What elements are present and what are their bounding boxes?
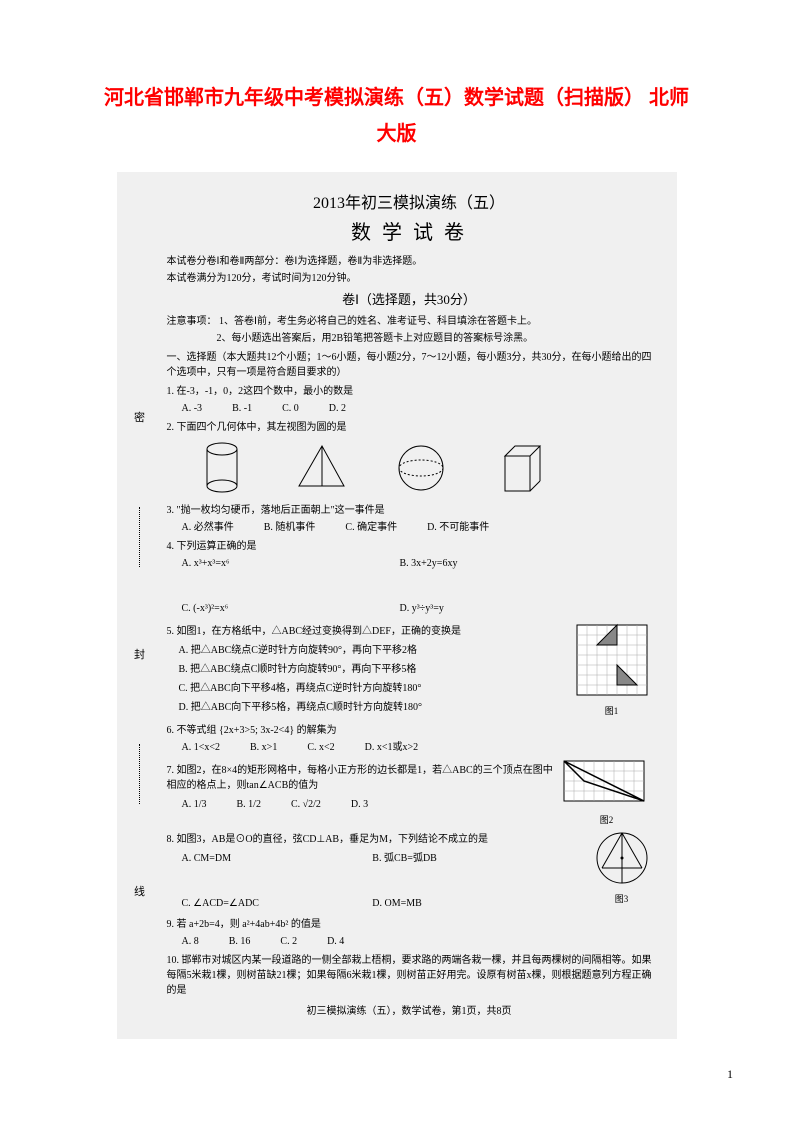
question-5: 5. 如图1，在方格纸中，△ABC经过变换得到△DEF，正确的变换是 A. 把△… <box>167 620 652 719</box>
grid-8x4-icon <box>562 759 652 809</box>
shape-sphere-icon <box>387 439 457 499</box>
q6-text: 6. 不等式组 {2x+3>5; 3x-2<4} 的解集为 <box>167 723 652 738</box>
circle-chord-icon <box>592 828 652 888</box>
margin-feng: 封 <box>134 647 145 664</box>
exam-info-2: 本试卷满分为120分，考试时间为120分钟。 <box>167 271 652 286</box>
question-9: 9. 若 a+2b=4，则 a²+4ab+4b² 的值是 A. 8 B. 16 … <box>167 917 652 949</box>
q7-a: A. 1/3 <box>182 797 207 812</box>
q6-b: B. x>1 <box>250 740 277 755</box>
question-1: 1. 在-3，-1，0，2这四个数中，最小的数是 A. -3 B. -1 C. … <box>167 384 652 416</box>
q5-a: A. 把△ABC绕点C逆时针方向旋转90°，再向下平移2格 <box>179 643 564 658</box>
shape-prism-icon <box>487 439 557 499</box>
margin-xian: 线 <box>134 884 145 901</box>
grid-triangle-icon <box>572 620 652 700</box>
notice-2: 2、每小题选出答案后，用2B铅笔把答题卡上对应题目的答案标号涂黑。 <box>217 331 652 346</box>
question-8: 8. 如图3，AB是⊙O的直径，弦CD⊥AB，垂足为M，下列结论不成立的是 A.… <box>167 828 652 913</box>
fig3-label: 图3 <box>592 893 652 907</box>
fig2-label: 图2 <box>562 814 652 828</box>
q6-c: C. x<2 <box>307 740 334 755</box>
q5-c: C. 把△ABC向下平移4格，再绕点C逆时针方向旋转180° <box>179 681 564 696</box>
q3-d: D. 不可能事件 <box>427 520 489 535</box>
question-2: 2. 下面四个几何体中，其左视图为圆的是 <box>167 420 652 499</box>
q3-b: B. 随机事件 <box>264 520 316 535</box>
part1-intro: 一、选择题（本大题共12个小题；1～6小题，每小题2分，7～12小题，每小题3分… <box>167 350 652 380</box>
q10-text: 10. 邯郸市对城区内某一段道路的一侧全部栽上梧桐，要求路的两端各栽一棵，并且每… <box>167 953 652 998</box>
figure-3: 图3 <box>592 828 652 907</box>
margin-dots-2 <box>139 744 140 804</box>
figure-2: 图2 <box>562 759 652 828</box>
q3-c: C. 确定事件 <box>345 520 397 535</box>
q8-d: D. OM=MB <box>372 896 533 911</box>
exam-info-1: 本试卷分卷Ⅰ和卷Ⅱ两部分：卷Ⅰ为选择题，卷Ⅱ为非选择题。 <box>167 254 652 269</box>
q1-b: B. -1 <box>232 401 252 416</box>
q1-c: C. 0 <box>282 401 299 416</box>
q3-text: 3. "抛一枚均匀硬币，落地后正面朝上"这一事件是 <box>167 503 652 518</box>
q2-text: 2. 下面四个几何体中，其左视图为圆的是 <box>167 420 652 435</box>
q3-a: A. 必然事件 <box>182 520 234 535</box>
q1-a: A. -3 <box>182 401 203 416</box>
q7-d: D. 3 <box>351 797 368 812</box>
q9-b: B. 16 <box>229 934 251 949</box>
q1-text: 1. 在-3，-1，0，2这四个数中，最小的数是 <box>167 384 652 399</box>
q4-d: D. y³÷y³=y <box>400 601 588 616</box>
margin-dots-1 <box>139 507 140 567</box>
notice-label: 注意事项： <box>167 316 217 327</box>
q6-d: D. x<1或x>2 <box>365 740 419 755</box>
q4-c: C. (-x³)²=x⁶ <box>182 601 370 616</box>
exam-year-title: 2013年初三模拟演练（五） <box>167 192 652 216</box>
q7-text: 7. 如图2，在8×4的矩形网格中，每格小正方形的边长都是1，若△ABC的三个顶… <box>167 763 554 793</box>
section-1-title: 卷Ⅰ（选择题，共30分） <box>167 290 652 310</box>
q4-text: 4. 下列运算正确的是 <box>167 539 652 554</box>
q8-text: 8. 如图3，AB是⊙O的直径，弦CD⊥AB，垂足为M，下列结论不成立的是 <box>167 832 584 847</box>
question-4: 4. 下列运算正确的是 A. x³+x³=x⁶ B. 3x+2y=6xy C. … <box>167 539 652 616</box>
q5-d: D. 把△ABC向下平移5格，再绕点C顺时针方向旋转180° <box>179 700 564 715</box>
margin-seal: 密 封 线 <box>125 172 155 1039</box>
q8-a: A. CM=DM <box>182 851 343 866</box>
figure-1: 图1 <box>572 620 652 719</box>
question-7: 7. 如图2，在8×4的矩形网格中，每格小正方形的边长都是1，若△ABC的三个顶… <box>167 759 652 828</box>
q4-b: B. 3x+2y=6xy <box>400 556 588 571</box>
q5-text: 5. 如图1，在方格纸中，△ABC经过变换得到△DEF，正确的变换是 <box>167 624 564 639</box>
q7-b: B. 1/2 <box>237 797 261 812</box>
exam-paper: 密 封 线 2013年初三模拟演练（五） 数 学 试 卷 本试卷分卷Ⅰ和卷Ⅱ两部… <box>117 172 677 1039</box>
question-3: 3. "抛一枚均匀硬币，落地后正面朝上"这一事件是 A. 必然事件 B. 随机事… <box>167 503 652 535</box>
q9-d: D. 4 <box>327 934 344 949</box>
exam-subject: 数 学 试 卷 <box>167 218 652 248</box>
q8-c: C. ∠ACD=∠ADC <box>182 896 343 911</box>
q4-a: A. x³+x³=x⁶ <box>182 556 370 571</box>
header-line-1: 河北省邯郸市九年级中考模拟演练（五）数学试题（扫描版） 北师 <box>50 80 743 116</box>
header-line-2: 大版 <box>50 116 743 152</box>
q5-b: B. 把△ABC绕点C顺时针方向旋转90°，再向下平移5格 <box>179 662 564 677</box>
q6-a: A. 1<x<2 <box>182 740 221 755</box>
question-6: 6. 不等式组 {2x+3>5; 3x-2<4} 的解集为 A. 1<x<2 B… <box>167 723 652 755</box>
document-header: 河北省邯郸市九年级中考模拟演练（五）数学试题（扫描版） 北师 大版 <box>50 80 743 152</box>
fig1-label: 图1 <box>572 705 652 719</box>
q7-c: C. √2/2 <box>291 797 321 812</box>
page-footer: 初三模拟演练（五），数学试卷，第1页，共8页 <box>167 1004 652 1019</box>
question-10: 10. 邯郸市对城区内某一段道路的一侧全部栽上梧桐，要求路的两端各栽一棵，并且每… <box>167 953 652 998</box>
notice-1: 1、答卷Ⅰ前，考生务必将自己的姓名、准考证号、科目填涂在答题卡上。 <box>219 316 537 327</box>
q1-d: D. 2 <box>329 401 346 416</box>
shape-cylinder-icon <box>187 439 257 499</box>
q8-b: B. 弧CB=弧DB <box>372 851 533 866</box>
q9-text: 9. 若 a+2b=4，则 a²+4ab+4b² 的值是 <box>167 917 652 932</box>
page-number: 1 <box>727 1067 733 1082</box>
q9-c: C. 2 <box>280 934 297 949</box>
margin-mi: 密 <box>134 410 145 427</box>
notice-block: 注意事项： 1、答卷Ⅰ前，考生务必将自己的姓名、准考证号、科目填涂在答题卡上。 <box>167 314 652 329</box>
shape-tetrahedron-icon <box>287 439 357 499</box>
q9-a: A. 8 <box>182 934 199 949</box>
